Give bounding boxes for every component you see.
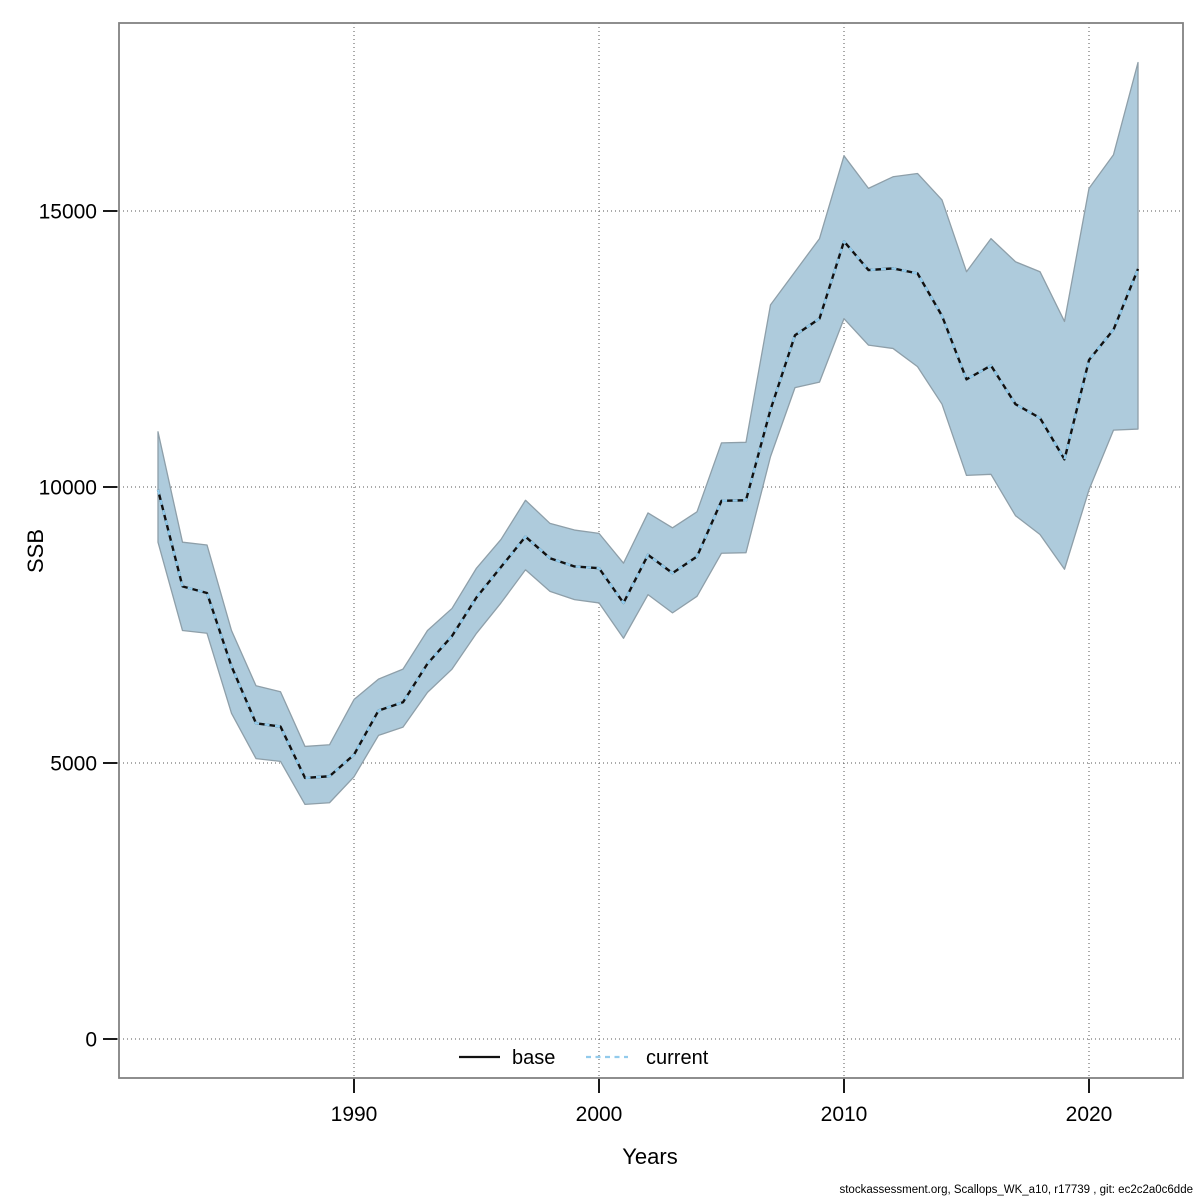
ticks-layer: 0 5000 10000 15000 1990 2000 2010 2020 bbox=[39, 201, 1113, 1127]
confidence-band bbox=[157, 61, 1139, 806]
y-tick-label-5000: 5000 bbox=[50, 753, 97, 776]
gridlines-layer bbox=[119, 23, 1183, 1078]
x-tick-label-2020: 2020 bbox=[1066, 1103, 1113, 1126]
footer-credit: stockassessment.org, Scallops_WK_a10, r1… bbox=[839, 1184, 1193, 1196]
x-tick-label-1990: 1990 bbox=[331, 1103, 378, 1126]
y-tick-label-10000: 10000 bbox=[39, 477, 97, 500]
legend: base current bbox=[459, 1047, 709, 1069]
y-axis-title: SSB bbox=[23, 529, 48, 573]
y-tick-label-15000: 15000 bbox=[39, 201, 97, 224]
legend-current-label: current bbox=[646, 1047, 709, 1069]
series-layer bbox=[156, 240, 1140, 780]
x-tick-label-2000: 2000 bbox=[576, 1103, 623, 1126]
frame-layer bbox=[118, 22, 1184, 1079]
x-tick-label-2010: 2010 bbox=[821, 1103, 868, 1126]
x-axis-title: Years bbox=[622, 1144, 677, 1169]
band-layer bbox=[157, 61, 1139, 806]
series-line-current bbox=[156, 240, 1140, 780]
y-tick-label-0: 0 bbox=[85, 1029, 97, 1052]
plot-border bbox=[118, 22, 1184, 1079]
legend-base-label: base bbox=[512, 1047, 555, 1069]
